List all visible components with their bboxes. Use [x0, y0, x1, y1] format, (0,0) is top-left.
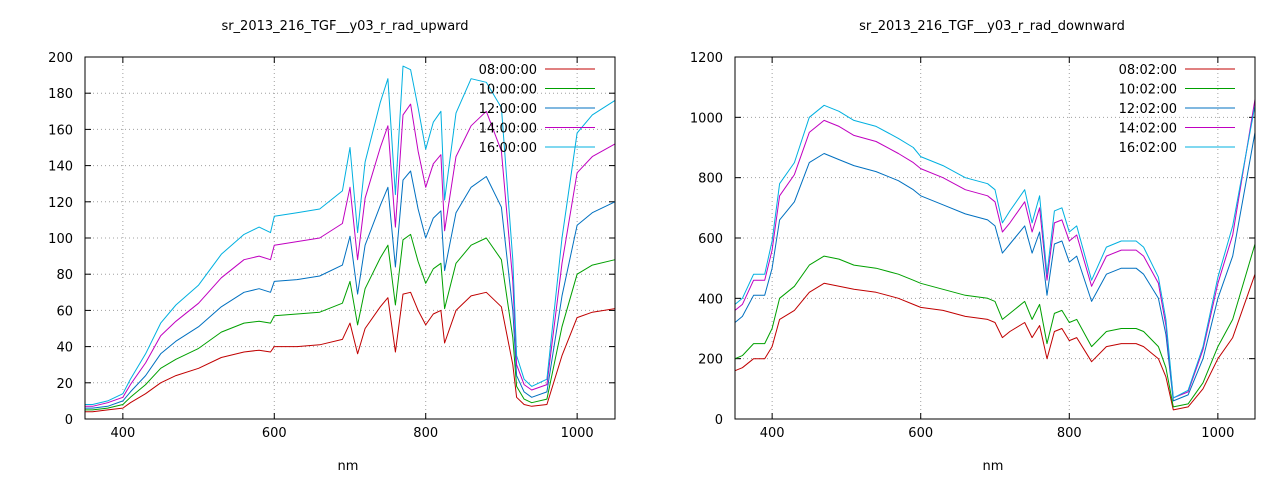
x-axis-label: nm [338, 459, 359, 474]
y-tick-label: 20 [56, 377, 73, 392]
series-line-5 [85, 65, 616, 405]
downward-chart-panel: sr_2013_216_TGF__y03_r_rad_downward nm 4… [690, 19, 1256, 474]
x-tick-label: 600 [262, 426, 287, 441]
legend-label: 14:02:00 [1119, 122, 1177, 137]
series-line-5 [734, 104, 1256, 399]
x-axis-label: nm [983, 459, 1004, 474]
x-tick-label: 1000 [561, 426, 594, 441]
y-tick-label: 140 [48, 160, 73, 175]
y-tick-label: 1000 [690, 111, 723, 126]
x-tick-label: 800 [413, 426, 438, 441]
series-line-4 [734, 99, 1256, 399]
series-line-2 [734, 243, 1256, 408]
legend-label: 12:00:00 [479, 102, 537, 117]
y-tick-label: 800 [698, 172, 723, 187]
y-tick-label: 180 [48, 87, 73, 102]
y-tick-label: 0 [715, 413, 723, 428]
series-line-2 [85, 233, 616, 411]
legend-label: 10:02:00 [1119, 83, 1177, 98]
x-tick-label: 400 [760, 426, 785, 441]
x-tick-label: 800 [1057, 426, 1082, 441]
plot-frame [84, 56, 616, 420]
x-tick-label: 1000 [1201, 426, 1234, 441]
y-tick-label: 1200 [690, 51, 723, 66]
legend-label: 10:00:00 [479, 83, 537, 98]
legend-label: 12:02:00 [1119, 102, 1177, 117]
y-tick-label: 100 [48, 232, 73, 247]
y-tick-label: 200 [48, 51, 73, 66]
y-tick-label: 60 [56, 304, 73, 319]
y-tick-label: 80 [56, 268, 73, 283]
chart-title: sr_2013_216_TGF__y03_r_rad_upward [221, 19, 468, 34]
legend-label: 08:00:00 [479, 63, 537, 78]
legend-label: 14:00:00 [479, 122, 537, 137]
legend-label: 16:00:00 [479, 141, 537, 156]
series-line-1 [85, 291, 616, 413]
y-tick-label: 400 [698, 292, 723, 307]
x-tick-label: 600 [908, 426, 933, 441]
series-line-3 [85, 170, 616, 409]
series-line-1 [734, 274, 1256, 411]
chart-title: sr_2013_216_TGF__y03_r_rad_downward [859, 19, 1125, 34]
upward-chart-panel: sr_2013_216_TGF__y03_r_rad_upward nm 400… [48, 19, 616, 474]
series-line-3 [734, 132, 1256, 402]
y-tick-label: 160 [48, 123, 73, 138]
series-line-4 [85, 103, 616, 407]
x-tick-label: 400 [110, 426, 135, 441]
legend-label: 16:02:00 [1119, 141, 1177, 156]
y-tick-label: 200 [698, 353, 723, 368]
y-tick-label: 120 [48, 196, 73, 211]
y-tick-label: 600 [698, 232, 723, 247]
y-tick-label: 0 [65, 413, 73, 428]
y-tick-label: 40 [56, 341, 73, 356]
plot-frame [734, 56, 1256, 420]
legend-label: 08:02:00 [1119, 63, 1177, 78]
